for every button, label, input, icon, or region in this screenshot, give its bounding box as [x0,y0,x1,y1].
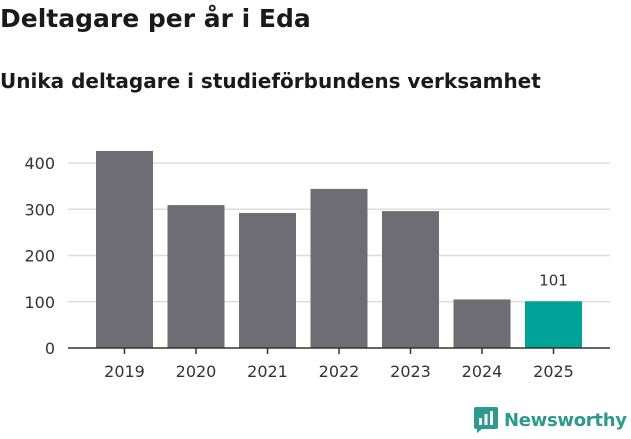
data-label: 101 [539,271,568,289]
newsworthy-logo: Newsworthy [474,407,627,433]
x-tick-label: 2021 [247,362,288,381]
x-tick-label: 2023 [390,362,431,381]
y-tick-label: 0 [45,339,55,358]
bar-chart: 0 100 200 300 400 2019 2020 2021 2022 2023 2024 202… [24,150,610,381]
x-tick-label: 2019 [104,362,145,381]
y-tick-label: 400 [24,154,55,173]
bar-2022 [310,188,368,348]
bar-2023 [382,211,439,348]
x-tick-label: 2022 [319,362,360,381]
bar-2025 [525,301,582,348]
bar-chart-icon [474,407,498,433]
x-tick-label: 2024 [462,362,503,381]
bar-2020 [167,205,225,348]
bar-2019 [96,150,153,348]
logo-text: Newsworthy [504,409,627,431]
bar-2021 [239,212,296,348]
y-tick-label: 200 [24,247,55,266]
x-tick-label: 2025 [533,362,574,381]
y-tick-label: 300 [24,200,55,219]
chart-title: Deltagare per år i Eda [0,4,311,33]
bar-2024 [453,299,511,348]
y-tick-label: 100 [24,293,55,312]
chart-subtitle: Unika deltagare i studieförbundens verks… [0,69,541,93]
x-tick-label: 2020 [176,362,217,381]
